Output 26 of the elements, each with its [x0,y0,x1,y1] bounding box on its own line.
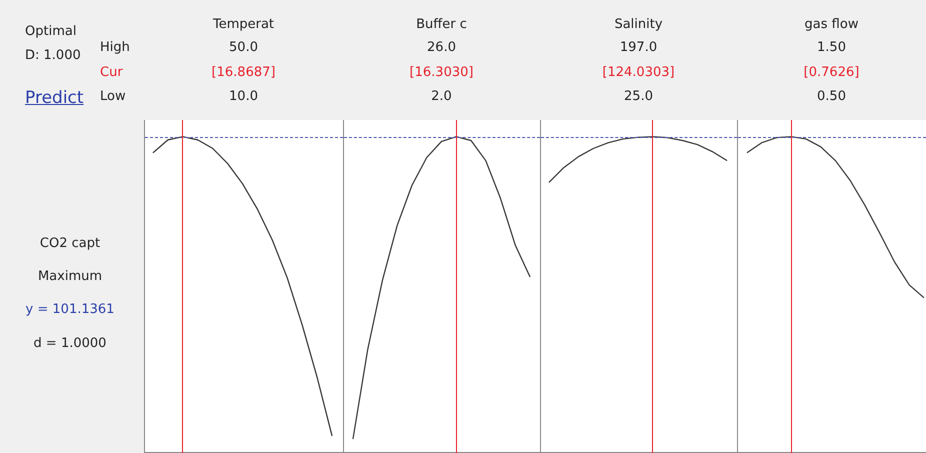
text: High [100,40,130,55]
text: [0.7626] [804,65,860,80]
text: y = 101.1361 [26,302,114,317]
text: [16.8687] [212,65,276,80]
text: Predict [25,88,84,108]
text: 0.50 [817,89,846,104]
text: [124.0303] [602,65,675,80]
text: 2.0 [431,89,452,104]
text: Maximum [38,269,102,284]
text: Cur [100,65,123,80]
chart-title: Salinity [614,17,663,32]
text: D: 1.000 [25,48,81,63]
chart-title: Temperat [212,17,274,32]
chart-title: gas flow [804,17,858,32]
text: 50.0 [229,40,258,55]
text: Low [100,89,126,104]
text: 1.50 [817,40,846,55]
text: 25.0 [624,89,653,104]
text: 197.0 [620,40,658,55]
text: 26.0 [427,40,456,55]
text: [16.3030] [410,65,474,80]
text: CO2 capt [40,236,100,251]
text: 10.0 [229,89,258,104]
chart-title: Buffer c [416,17,467,32]
text: Optimal [25,24,76,39]
text: d = 1.0000 [34,336,106,351]
